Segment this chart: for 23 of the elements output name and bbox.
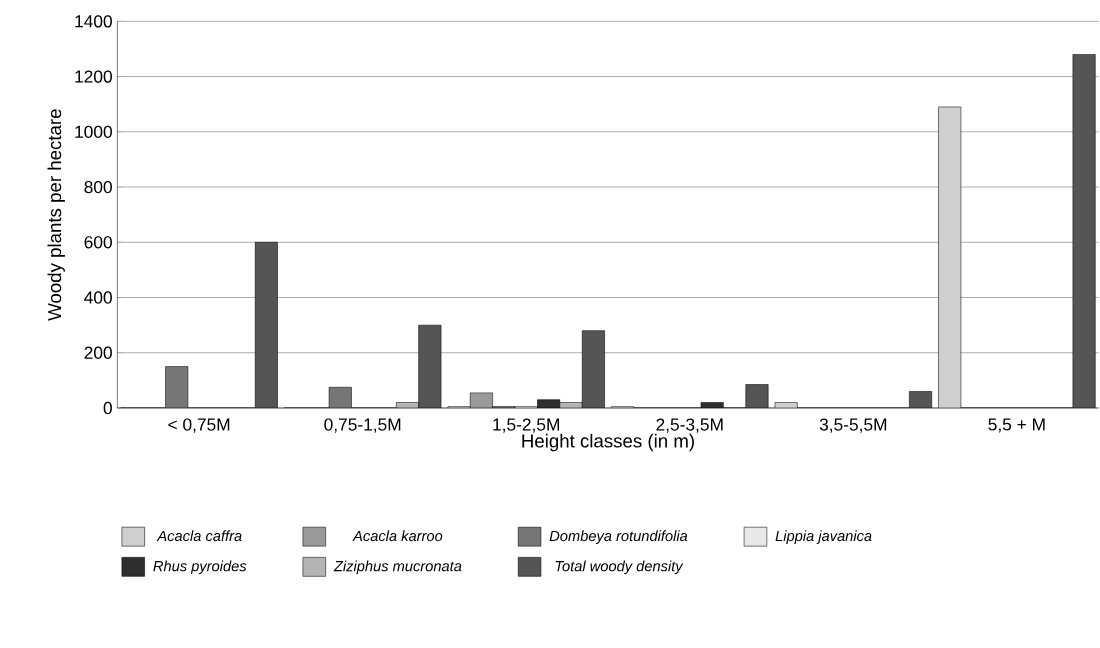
legend-label: Acacla karroo	[352, 530, 443, 542]
x-tick-label: 2,5-3,5M	[656, 418, 723, 433]
y-tick-label: 0	[103, 401, 112, 415]
x-tick-label: 3,5-5,5M	[819, 418, 887, 433]
x-tick-label: 5,5 + M	[988, 418, 1045, 433]
y-tick-label: 200	[84, 346, 112, 359]
legend-label: Dombeya rotundifolia	[549, 530, 688, 545]
y-tick-label: 800	[84, 180, 112, 194]
y-axis-title: Woody plants per hectare	[47, 109, 65, 321]
y-tick-label: 1200	[75, 70, 112, 83]
legend-label: Acacla caffra	[156, 530, 242, 542]
legend-label: Rhus pyroides	[153, 560, 247, 575]
x-axis-title: Height classes (in m)	[522, 433, 694, 452]
y-tick-label: 1400	[75, 15, 112, 28]
legend-label: Lippia javanica	[775, 530, 872, 545]
legend-label: Total woody density	[555, 560, 684, 575]
y-tick-label: 400	[84, 291, 112, 304]
x-tick-label: < 0,75M	[168, 418, 230, 433]
y-tick-label: 1000	[75, 125, 112, 138]
y-tick-label: 600	[84, 236, 112, 249]
legend-label: Ziziphus mucronata	[333, 560, 462, 575]
x-tick-label: 1,5-2,5M	[493, 418, 560, 433]
x-tick-label: 0,75-1,5M	[324, 418, 401, 433]
